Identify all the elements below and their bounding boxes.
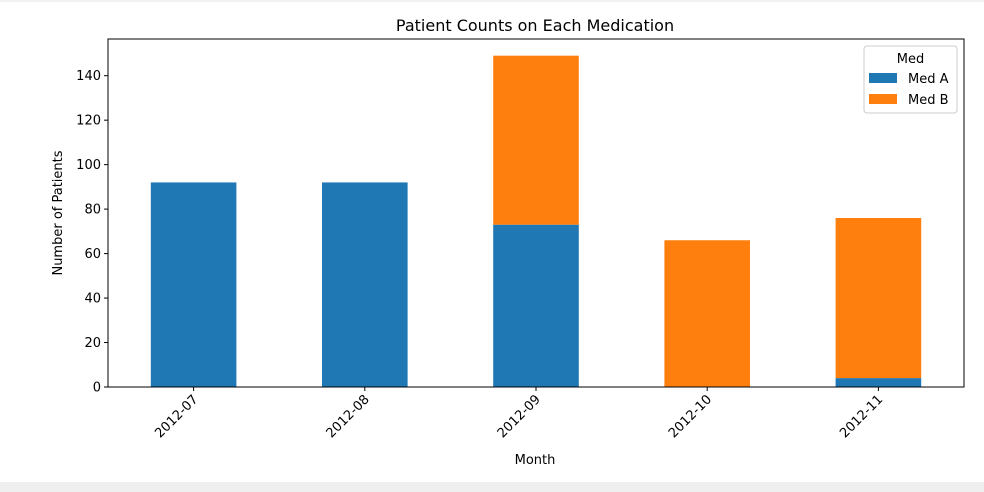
chart-title: Patient Counts on Each Medication — [396, 16, 674, 35]
y-tick-label: 40 — [84, 292, 101, 307]
y-tick-label: 60 — [84, 247, 101, 262]
x-tick-label: 2012-09 — [495, 392, 544, 441]
legend-swatch-med-b — [869, 94, 897, 104]
x-tick-label: 2012-07 — [152, 392, 201, 441]
legend-title: Med — [897, 52, 924, 67]
top-strip — [0, 0, 984, 2]
legend-swatch-med-a — [869, 73, 897, 83]
x-tick-label: 2012-11 — [837, 392, 886, 441]
stacked-bar-chart: Patient Counts on Each Medication 0 20 40 6… — [51, 16, 965, 468]
bottom-strip — [0, 482, 984, 492]
bar-med-a-2012-08 — [322, 182, 408, 387]
legend-label-med-a: Med A — [908, 72, 949, 87]
plot-frame — [107, 38, 965, 388]
y-axis-label: Number of Patients — [51, 150, 66, 275]
x-tick-label: 2012-08 — [324, 392, 373, 441]
bar-med-a-2012-11 — [835, 378, 922, 387]
x-tick-label: 2012-10 — [666, 392, 715, 441]
y-tick-label: 120 — [76, 114, 101, 129]
y-tick-label: 20 — [84, 336, 101, 351]
legend-label-med-b: Med B — [908, 93, 949, 108]
bar-med-a-2012-07 — [150, 182, 237, 387]
y-tick-label: 100 — [76, 158, 101, 173]
x-axis-label: Month — [515, 453, 556, 468]
legend: Med Med A Med B — [863, 45, 958, 114]
y-tick-label: 140 — [76, 69, 101, 84]
bar-med-b-2012-09 — [493, 55, 579, 225]
bars-layer — [150, 55, 922, 387]
bar-med-b-2012-11 — [835, 218, 922, 379]
bar-med-b-2012-10 — [664, 240, 750, 387]
y-tick-label: 80 — [84, 203, 101, 218]
bar-med-a-2012-09 — [493, 224, 579, 387]
y-tick-label: 0 — [93, 381, 101, 396]
